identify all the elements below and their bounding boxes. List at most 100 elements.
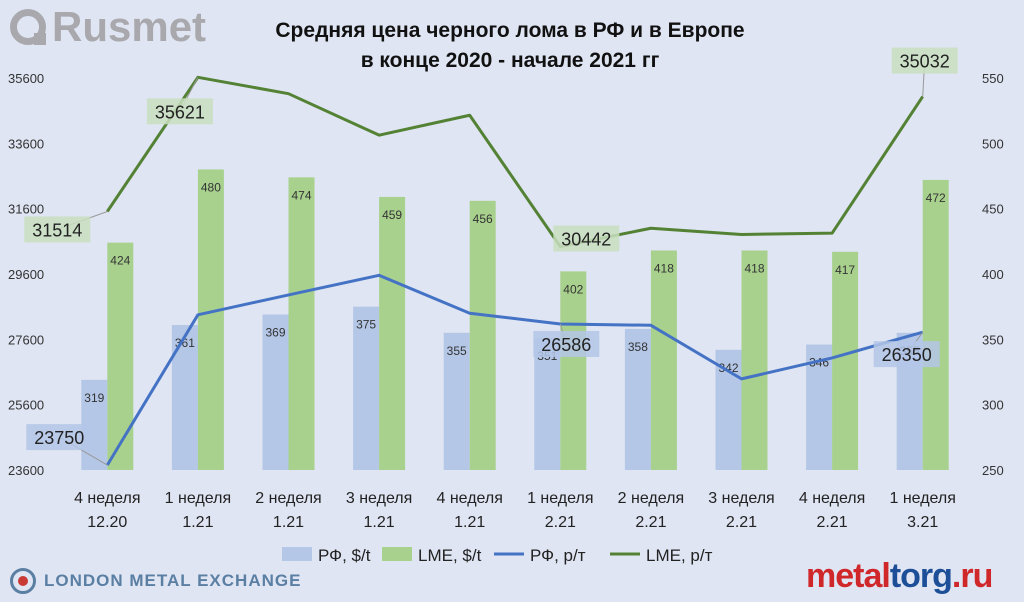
callout-box — [533, 330, 600, 357]
bar-value-label: 358 — [628, 340, 648, 354]
rusmet-logo-text: Rusmet — [52, 3, 207, 50]
left-axis-tick-label: 31600 — [8, 202, 44, 217]
bar-value-label: 480 — [201, 180, 221, 194]
legend-label: LME, р/т — [646, 546, 713, 565]
lme-logo-text: LONDON METAL EXCHANGE — [44, 571, 302, 590]
bar-value-label: 369 — [265, 326, 285, 340]
x-axis-tick-label: 2.21 — [545, 514, 576, 531]
bar-value-label: 418 — [744, 261, 764, 275]
x-axis-tick-label: 3 неделя — [708, 490, 774, 507]
callout-box — [26, 424, 93, 451]
right-axis-tick-label: 400 — [982, 267, 1004, 282]
bar-value-label: 402 — [563, 282, 583, 296]
legend-swatch — [382, 547, 412, 561]
bar — [197, 169, 224, 470]
x-axis-tick-label: 1 неделя — [527, 490, 593, 507]
callout-label: 26350 — [882, 345, 932, 365]
left-axis-tick-label: 33600 — [8, 136, 44, 151]
bar-value-label: 355 — [447, 344, 467, 358]
bar — [806, 344, 833, 470]
metaltorg-logo: metaltorg.ru — [806, 556, 993, 596]
bar — [288, 177, 315, 470]
left-axis-tick-label: 23600 — [8, 463, 44, 478]
left-axis-tick-label: 27600 — [8, 332, 44, 347]
callout-label: 30442 — [561, 229, 611, 249]
x-axis-tick-label: 4 неделя — [799, 490, 865, 507]
x-axis-tick-label: 1 неделя — [165, 490, 231, 507]
right-axis-tick-label: 350 — [982, 332, 1004, 347]
metaltorg-logo-part2: torg — [889, 557, 953, 595]
callout-label: 31514 — [32, 220, 82, 240]
bar-value-label: 472 — [926, 191, 946, 205]
bar — [534, 338, 561, 470]
bar-value-label: 424 — [110, 254, 130, 268]
x-axis-tick-label: 12.20 — [87, 514, 127, 531]
callout-box — [873, 341, 940, 368]
callout-box — [24, 216, 91, 243]
bar-value-label: 418 — [654, 261, 674, 275]
left-axis-tick-label: 35600 — [8, 71, 44, 86]
callout-box — [146, 98, 213, 125]
bar-value-label: 456 — [473, 212, 493, 226]
right-axis-tick-label: 500 — [982, 136, 1004, 151]
bar — [443, 332, 470, 470]
bar — [379, 196, 406, 470]
callout-label: 23750 — [34, 428, 84, 448]
metaltorg-logo-part3: .ru — [951, 557, 993, 595]
bar — [107, 242, 134, 470]
bar — [624, 328, 651, 470]
bar — [922, 179, 949, 471]
legend-label: РФ, р/т — [530, 546, 586, 565]
metaltorg-logo-part1: metal — [806, 557, 891, 595]
right-axis-tick-label: 450 — [982, 202, 1004, 217]
callout-label: 35032 — [900, 52, 950, 72]
chart-title-line1: Средняя цена черного лома в РФ и в Европ… — [275, 19, 745, 42]
x-axis-tick-label: 4 неделя — [436, 490, 502, 507]
lme-logo: LONDON METAL EXCHANGE — [10, 566, 301, 596]
series-line — [106, 273, 924, 466]
x-axis-tick-label: 1.21 — [454, 514, 485, 531]
bar-value-label: 342 — [718, 361, 738, 375]
right-axis-tick-label: 300 — [982, 398, 1004, 413]
x-axis-tick-label: 2 неделя — [255, 490, 321, 507]
x-axis-tick-label: 1.21 — [182, 514, 213, 531]
x-axis-tick-label: 1 неделя — [889, 490, 955, 507]
left-axis-tick-label: 25600 — [8, 398, 44, 413]
chart-title-line2: в конце 2020 - начале 2021 гг — [360, 49, 660, 72]
x-axis-tick-label: 2.21 — [726, 514, 757, 531]
bar — [262, 314, 289, 470]
bar-value-label: 459 — [382, 208, 402, 222]
right-axis-tick-label: 250 — [982, 463, 1004, 478]
legend-label: РФ, $/t — [318, 546, 371, 565]
x-axis-tick-label: 2.21 — [817, 514, 848, 531]
x-axis-tick-label: 3 неделя — [346, 490, 412, 507]
callout-box — [553, 225, 620, 252]
bar — [560, 271, 587, 470]
callout-box — [891, 47, 958, 74]
callout-label: 35621 — [155, 102, 205, 122]
x-axis-tick-label: 3.21 — [907, 514, 938, 531]
legend-label: LME, $/t — [418, 546, 482, 565]
series-line — [106, 75, 924, 248]
x-axis-tick-label: 1.21 — [273, 514, 304, 531]
right-axis-tick-label: 550 — [982, 71, 1004, 86]
lme-logo-icon — [10, 568, 36, 594]
x-axis-tick-label: 4 неделя — [74, 490, 140, 507]
rusmet-logo-icon — [10, 9, 46, 45]
bar-value-label: 375 — [356, 318, 376, 332]
rusmet-logo: Rusmet — [10, 2, 206, 52]
bar — [741, 250, 768, 470]
bar-value-label: 417 — [835, 263, 855, 277]
bar — [353, 306, 380, 470]
x-axis-tick-label: 1.21 — [364, 514, 395, 531]
bar — [832, 251, 859, 470]
bar-value-label: 474 — [291, 188, 311, 202]
left-axis-tick-label: 29600 — [8, 267, 44, 282]
x-axis-tick-label: 2 неделя — [618, 490, 684, 507]
legend-swatch — [282, 547, 312, 561]
x-axis-tick-label: 2.21 — [635, 514, 666, 531]
bar — [469, 200, 496, 470]
callout-label: 26586 — [541, 335, 591, 355]
bar-value-label: 319 — [84, 391, 104, 405]
